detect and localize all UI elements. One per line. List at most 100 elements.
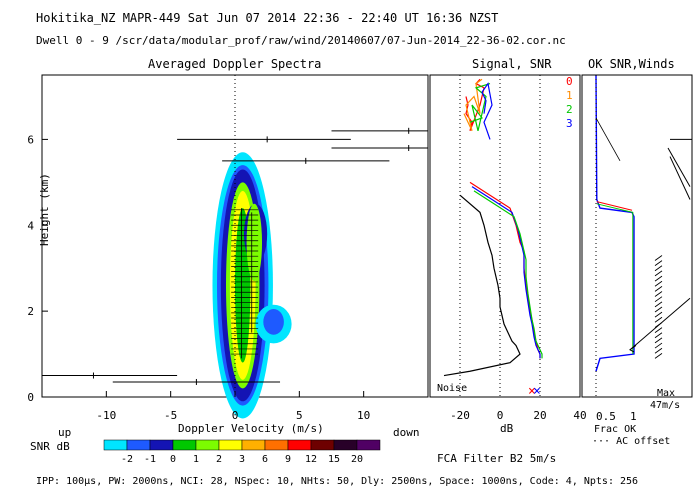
wind-barb	[654, 280, 663, 287]
wind-barb	[654, 337, 663, 344]
colorbar-tick: 12	[305, 454, 317, 465]
velocity-tick-label: -10	[96, 409, 116, 422]
colorbar-swatch	[287, 439, 312, 451]
wind-barb	[654, 286, 663, 292]
frac-ok-series	[596, 201, 633, 211]
colorbar-swatch	[149, 439, 174, 451]
colorbar-swatch	[103, 439, 128, 451]
colorbar-tick: -2	[121, 454, 133, 465]
signal-grid: -20 0 20 40	[450, 75, 587, 422]
signal-frame	[429, 74, 581, 398]
frac-ok-line	[595, 74, 635, 397]
frac-tick-1: 1	[630, 410, 637, 423]
height-axis-label: Height (km)	[38, 173, 51, 246]
colorbar-tick: 15	[328, 454, 340, 465]
wind-barb	[654, 332, 663, 339]
colorbar-swatch	[172, 439, 197, 451]
velocity-axis-label: Doppler Velocity (m/s)	[178, 422, 324, 435]
signal-series-green-profile	[473, 190, 543, 359]
colorbar-swatch	[241, 439, 266, 451]
signal-series-2	[469, 83, 491, 131]
colorbar-swatch	[333, 439, 358, 451]
db-tick-label: -20	[450, 409, 470, 422]
colorbar-swatch	[126, 439, 151, 451]
frac-ok-series	[595, 74, 635, 372]
wind-barb	[654, 347, 663, 354]
wind-arrow-head	[629, 345, 637, 353]
height-tick-label: 4	[27, 219, 34, 232]
frac-tick-05: 0.5	[596, 410, 616, 423]
velocity-tick-label: -5	[164, 409, 177, 422]
signal-series-black-signal	[443, 194, 521, 377]
wind-barb	[654, 342, 663, 349]
colorbar-swatch	[195, 439, 220, 451]
colorbar-swatch	[218, 439, 243, 451]
height-tick-label: 0	[27, 391, 34, 404]
db-tick-label: 0	[497, 409, 504, 422]
spectra-axes: -10 -5 0 5 10 0 2 4 6	[27, 75, 370, 422]
height-tick-label: 6	[27, 133, 34, 146]
frac-ok-label: Frac OK	[594, 424, 636, 435]
colorbar-tick: -1	[144, 454, 156, 465]
max-speed-value: 47m/s	[650, 400, 680, 411]
colorbar-tick: 9	[285, 454, 291, 465]
signal-series-0	[465, 78, 485, 132]
wind-barb	[667, 147, 691, 187]
noise-marker-red: ×	[528, 384, 536, 399]
wind-barb	[654, 265, 663, 272]
signal-series-blue-profile	[471, 186, 541, 359]
db-tick-label: 20	[533, 409, 546, 422]
wind-barb	[629, 297, 691, 351]
up-label: up	[58, 426, 71, 439]
colorbar-swatch	[356, 439, 381, 451]
velocity-tick-label: 5	[296, 409, 303, 422]
down-label: down	[393, 426, 420, 439]
height-tick-label: 2	[27, 305, 34, 318]
wind-barb	[654, 316, 663, 323]
ok-snr-winds-panel: OK SNR,Winds 0.5 1 Frac OK ··· AC offset…	[581, 57, 693, 447]
signal-series	[443, 78, 543, 377]
velocity-tick-label: 0	[232, 409, 239, 422]
colorbar-tick: 20	[351, 454, 363, 465]
legend-entry: 0	[566, 75, 573, 88]
noise-label: Noise	[437, 383, 467, 394]
frac-ok-series	[596, 203, 634, 355]
signal-title: Signal, SNR	[472, 57, 552, 71]
colorbar-tick: 1	[193, 454, 199, 465]
winds-title: OK SNR,Winds	[588, 57, 675, 71]
instrument-parameters: IPP: 100μs, PW: 2000ns, NCI: 28, NSpec: …	[36, 476, 638, 487]
max-speed-label: Max	[657, 388, 675, 399]
spectra-contour	[246, 203, 263, 282]
wind-barb	[654, 306, 663, 313]
spectra-title: Averaged Doppler Spectra	[148, 57, 321, 71]
wind-barb	[654, 260, 663, 266]
wind-barb	[654, 296, 663, 303]
wind-barbs	[595, 117, 692, 359]
colorbar-tick: 2	[216, 454, 222, 465]
legend-entry: 1	[566, 89, 573, 102]
legend-entry: 2	[566, 103, 573, 116]
header-line-1: Hokitika_NZ MAPR-449 Sat Jun 07 2014 22:…	[36, 11, 498, 25]
colorbar-swatch	[310, 439, 335, 451]
wind-barb	[654, 255, 663, 261]
signal-series-red-profile	[469, 181, 541, 359]
db-axis-label: dB	[500, 422, 514, 435]
legend-entry: 3	[566, 117, 573, 130]
colorbar-tick: 6	[262, 454, 268, 465]
wind-barb	[654, 352, 663, 359]
colorbar-tick: 0	[170, 454, 176, 465]
outlier-bars	[42, 127, 428, 385]
signal-series-3	[481, 82, 493, 140]
velocity-tick-label: 10	[357, 409, 370, 422]
colorbar-swatch	[264, 439, 289, 451]
winds-frame	[581, 74, 693, 398]
wind-barb	[654, 275, 663, 282]
header-line-2: Dwell 0 - 9 /scr/data/modular_prof/raw/w…	[36, 34, 566, 47]
snr-db-label: SNR dB	[30, 440, 70, 453]
spectra-contour	[263, 308, 284, 335]
spectra-heatmap	[212, 152, 292, 419]
